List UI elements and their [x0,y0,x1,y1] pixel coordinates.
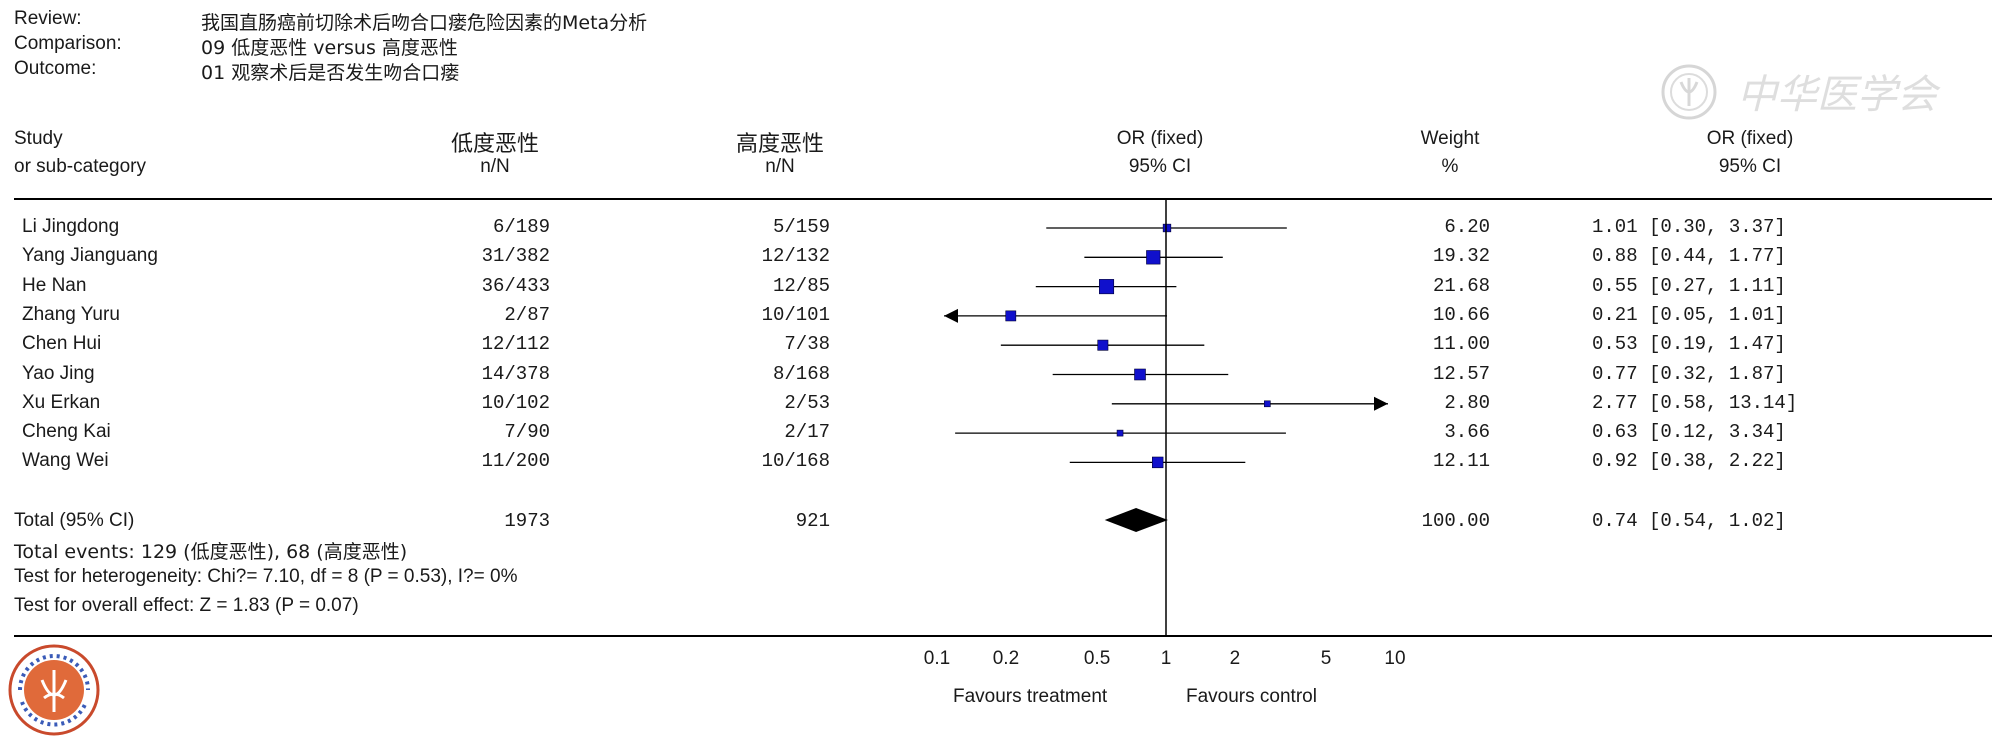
review-title: 我国直肠癌前切除术后吻合口瘘危险因素的Meta分析 [201,12,648,34]
study-group1-count: 10/102 [481,391,550,414]
study-marker [1097,339,1109,351]
total-events: Total events: 129 (低度恶性), 68 (高度恶性) [14,541,408,563]
study-marker [1162,223,1172,233]
total-weight: 100.00 [1421,510,1490,532]
study-group2-count: 2/53 [784,391,830,414]
study-or-text: 0.88 [0.44, 1.77] [1592,245,1786,268]
study-name: Li Jingdong [22,216,120,237]
ci-arrow-right [1374,396,1388,411]
study-weight: 19.32 [1432,245,1490,268]
col-plot-1: OR (fixed) [1116,128,1204,149]
study-marker [1005,310,1017,322]
tick-label: 1 [1161,648,1172,669]
study-group2-count: 12/85 [772,274,830,297]
col-group1-1: 低度恶性 [450,132,539,157]
watermark-text: 中华医学会 [1737,73,1941,117]
study-group2-count: 8/168 [772,362,830,385]
study-group2-count: 2/17 [784,421,830,444]
pooled-diamond [1104,508,1168,532]
study-weight: 21.68 [1432,274,1490,297]
favours-control-label: Favours control [1186,686,1317,707]
cma-logo [8,644,100,736]
study-group1-count: 2/87 [504,303,550,326]
study-weight: 12.57 [1432,362,1490,385]
study-marker [1146,250,1161,265]
study-name: Cheng Kai [22,421,111,443]
study-name: Yang Jianguang [22,245,158,267]
tick-label: 0.1 [924,648,950,669]
study-group1-count: 7/90 [504,421,550,444]
study-marker [1099,279,1115,295]
watermark-logo: 中华医学会 [1661,64,1941,120]
study-group2-count: 10/168 [761,450,830,473]
outcome-value: 01 观察术后是否发生吻合口瘘 [201,62,460,84]
study-group2-count: 7/38 [784,333,830,356]
favours-treatment-label: Favours treatment [953,686,1108,707]
study-weight: 10.66 [1432,303,1490,326]
study-name: He Nan [22,274,87,296]
study-or-text: 0.63 [0.12, 3.34] [1592,421,1786,444]
col-study-1: Study [14,128,63,149]
col-weight-2: % [1441,156,1459,177]
col-study-2: or sub-category [14,156,147,177]
col-group1-2: n/N [480,156,510,177]
tick-label: 0.5 [1084,648,1110,669]
col-group2-2: n/N [765,156,795,177]
study-marker [1264,400,1271,408]
total-group1: 1973 [504,510,550,532]
study-weight: 12.11 [1432,450,1490,473]
ci-arrow-left [944,308,958,323]
study-marker [1116,429,1124,437]
total-or-text: 0.74 [0.54, 1.02] [1592,510,1786,532]
study-group1-count: 31/382 [481,245,550,268]
study-or-text: 2.77 [0.58, 13.14] [1592,391,1798,414]
tick-label: 10 [1384,648,1405,669]
study-group2-count: 12/132 [761,245,830,268]
study-or-text: 0.92 [0.38, 2.22] [1592,450,1786,473]
bottom-rule [14,635,1992,637]
heterogeneity-test: Test for heterogeneity: Chi?= 7.10, df =… [14,566,518,587]
comparison-value: 09 低度恶性 versus 高度恶性 [201,37,458,59]
total-group2: 921 [795,510,830,532]
study-marker [1134,368,1146,381]
study-or-text: 0.53 [0.19, 1.47] [1592,333,1786,356]
col-or-1: OR (fixed) [1706,128,1794,149]
study-weight: 3.66 [1444,421,1490,444]
study-or-text: 0.21 [0.05, 1.01] [1592,303,1786,326]
study-group1-count: 36/433 [481,274,550,297]
study-or-text: 0.55 [0.27, 1.11] [1592,274,1786,297]
study-or-text: 1.01 [0.30, 3.37] [1592,216,1786,238]
outcome-label: Outcome: [14,58,97,79]
col-group2-1: 高度恶性 [735,132,824,157]
study-weight: 2.80 [1444,391,1490,414]
total-label: Total (95% CI) [14,510,135,531]
tick-label: 0.2 [993,648,1019,669]
study-name: Xu Erkan [22,391,101,413]
study-name: Yao Jing [22,362,95,384]
study-group2-count: 10/101 [761,303,830,326]
tick-label: 5 [1321,648,1332,669]
study-group1-count: 11/200 [481,450,550,473]
study-group1-count: 12/112 [481,333,550,356]
study-weight: 6.20 [1444,216,1490,238]
overall-effect-test: Test for overall effect: Z = 1.83 (P = 0… [14,595,359,616]
study-weight: 11.00 [1432,333,1490,356]
study-or-text: 0.77 [0.32, 1.87] [1592,362,1786,385]
col-or-2: 95% CI [1718,156,1782,177]
study-marker [1152,456,1164,469]
study-group1-count: 14/378 [481,362,550,385]
comparison-label: Comparison: [14,33,122,54]
header-rule [14,198,1992,200]
col-weight-1: Weight [1420,128,1480,149]
study-name: Zhang Yuru [22,303,120,325]
study-group1-count: 6/189 [492,216,550,238]
tick-label: 2 [1230,648,1241,669]
col-plot-2: 95% CI [1128,156,1192,177]
study-name: Chen Hui [22,333,102,355]
review-label: Review: [14,8,82,29]
study-group2-count: 5/159 [772,216,830,238]
study-name: Wang Wei [22,450,109,472]
